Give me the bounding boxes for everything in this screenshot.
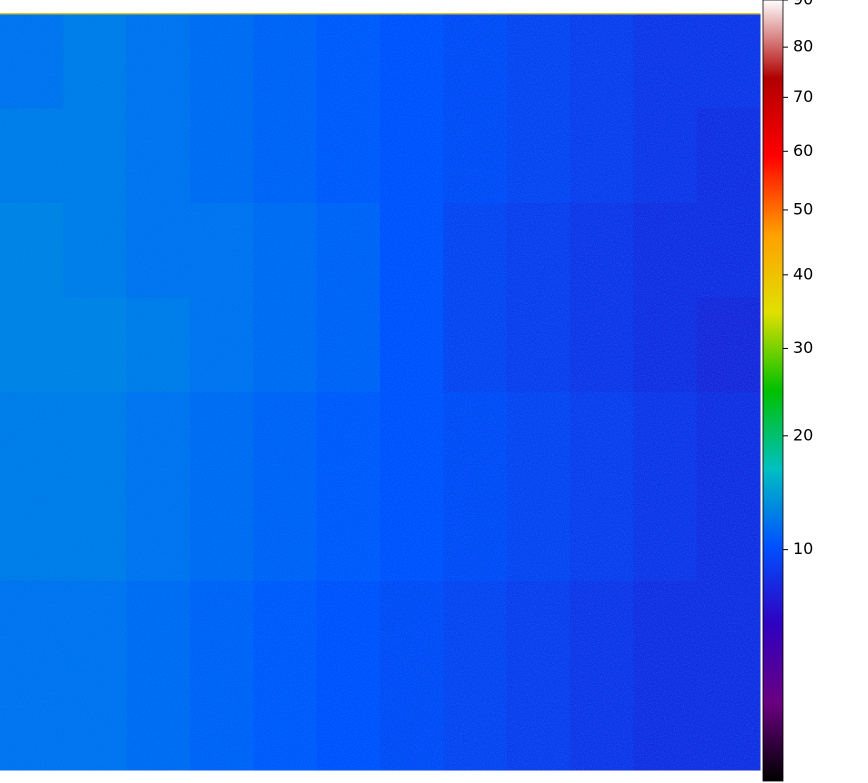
colorbar-tick-label: 60: [793, 141, 813, 160]
colorbar-tick-label: 20: [793, 425, 813, 444]
noise-texture: [0, 14, 760, 770]
colorbar-tick-label: 40: [793, 264, 813, 283]
colorbar: 10 20 30 40 50 60 70 80 90: [762, 0, 813, 782]
colorbar-tick-label: 80: [793, 37, 813, 56]
colorbar-tick-label: 10: [793, 539, 813, 558]
colorbar-scale: [762, 0, 784, 782]
colorbar-tick-label: 50: [793, 199, 813, 218]
colorbar-tick-label: 90: [793, 0, 813, 9]
colorbar-tick-label: 70: [793, 87, 813, 106]
top-edge: [0, 13, 760, 15]
colorbar-tick-label: 30: [793, 338, 813, 357]
